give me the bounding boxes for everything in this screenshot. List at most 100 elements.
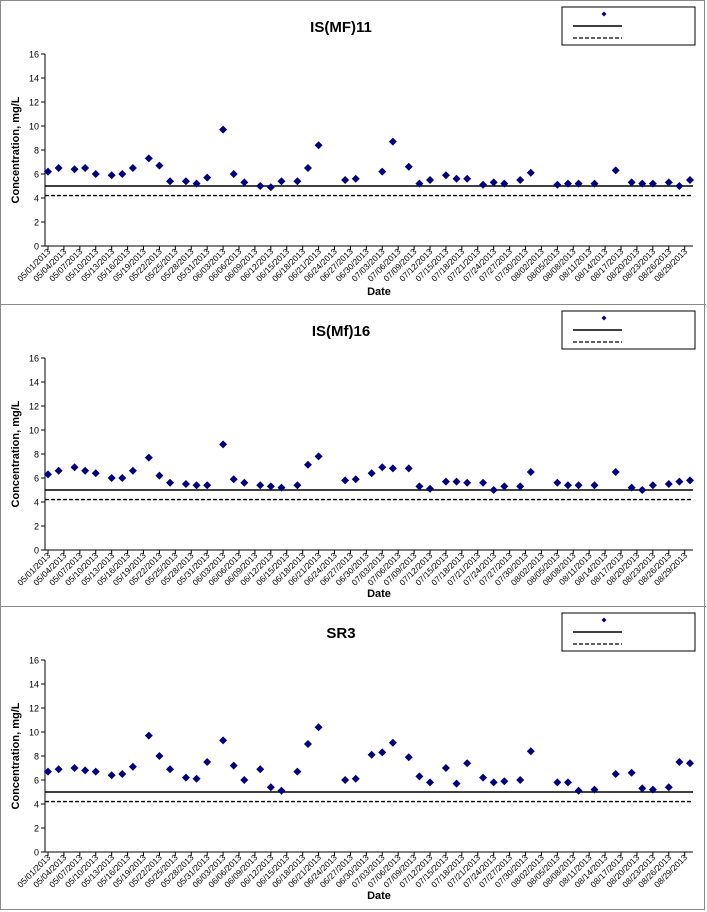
- data-point: [81, 164, 90, 172]
- data-point: [563, 778, 572, 787]
- y-tick-label: 6: [34, 776, 39, 786]
- data-point: [192, 774, 201, 783]
- y-tick-label: 8: [34, 752, 39, 762]
- data-point: [367, 750, 376, 759]
- data-point: [54, 765, 63, 774]
- chart-panel: IS(MF)11 0 2 4 6 8 10 12 14 16 Concentration, mg/L…: [1, 1, 706, 305]
- data-point: [489, 486, 498, 494]
- data-point: [611, 770, 620, 778]
- data-point: [293, 481, 302, 490]
- data-point: [388, 137, 397, 146]
- data-point: [351, 774, 360, 783]
- y-tick-label: 6: [34, 170, 39, 180]
- data-point: [91, 469, 100, 478]
- data-point: [516, 482, 525, 491]
- y-tick-label: 0: [34, 242, 39, 252]
- data-point: [203, 481, 212, 490]
- data-point: [479, 180, 488, 189]
- data-point: [463, 174, 472, 183]
- data-point: [415, 482, 424, 491]
- data-point: [479, 773, 488, 782]
- chart-svg: IS(Mf)16 0 2 4 6 8 10 12 14 16 Concentration, mg/L…: [10, 310, 696, 600]
- data-point: [675, 758, 684, 766]
- data-point: [166, 765, 175, 774]
- data-point: [219, 125, 228, 134]
- data-point: [54, 466, 63, 475]
- data-point: [341, 476, 350, 485]
- data-point: [378, 463, 387, 472]
- chart-panel: SR3 0 2 4 6 8 10 12 14 16 Concentration, mg/L 05/01…: [1, 607, 706, 909]
- data-point: [155, 752, 164, 760]
- data-point: [70, 165, 79, 174]
- data-point: [219, 736, 228, 745]
- data-point: [675, 477, 684, 486]
- data-point: [81, 766, 90, 775]
- data-point: [166, 478, 175, 487]
- data-point: [686, 759, 694, 768]
- data-point: [256, 481, 265, 490]
- data-point: [277, 177, 286, 186]
- data-point: [489, 178, 498, 187]
- data-point: [553, 778, 562, 787]
- data-point: [686, 476, 694, 485]
- legend-marker-diamond: [601, 11, 607, 17]
- data-point: [181, 480, 190, 488]
- data-point: [388, 464, 397, 473]
- y-tick-label: 12: [29, 704, 39, 714]
- data-point: [118, 770, 127, 778]
- data-point: [611, 166, 620, 175]
- legend: [561, 612, 696, 652]
- data-point: [648, 179, 657, 188]
- data-point: [314, 723, 323, 732]
- data-point: [229, 170, 238, 178]
- data-point: [91, 767, 100, 776]
- data-point: [563, 481, 572, 490]
- data-point: [526, 747, 535, 756]
- x-axis-label: Date: [367, 588, 391, 600]
- chart-title: IS(Mf)16: [312, 323, 370, 340]
- data-point: [166, 177, 175, 186]
- data-point: [144, 154, 153, 163]
- data-point: [155, 471, 164, 480]
- data-point: [44, 167, 52, 176]
- data-point: [611, 468, 620, 476]
- data-point: [118, 474, 127, 482]
- data-point: [107, 474, 116, 482]
- data-point: [181, 177, 190, 186]
- y-axis-label: Concentration, mg/L: [10, 96, 22, 203]
- data-point: [367, 469, 376, 478]
- y-tick-label: 14: [29, 378, 39, 388]
- data-point: [675, 182, 684, 190]
- y-tick-label: 6: [34, 474, 39, 484]
- data-point: [144, 731, 153, 740]
- data-point: [404, 162, 413, 171]
- data-point: [229, 761, 238, 770]
- data-point: [516, 776, 525, 784]
- data-point: [426, 778, 435, 787]
- data-point: [452, 477, 461, 486]
- data-point: [303, 460, 312, 469]
- data-point: [128, 466, 137, 475]
- chart-panel: IS(Mf)16 0 2 4 6 8 10 12 14 16 Concentration, mg/L…: [1, 305, 706, 607]
- y-tick-label: 4: [34, 800, 39, 810]
- legend: [561, 310, 696, 350]
- data-point: [648, 481, 657, 490]
- legend-marker-diamond: [601, 617, 607, 623]
- data-point: [489, 778, 498, 787]
- y-tick-label: 0: [34, 848, 39, 858]
- data-point: [293, 767, 302, 776]
- data-point: [81, 466, 90, 475]
- data-point: [303, 740, 312, 748]
- data-point: [638, 179, 647, 188]
- y-tick-label: 10: [29, 728, 39, 738]
- y-tick-label: 16: [29, 50, 39, 60]
- data-point: [70, 463, 79, 472]
- data-point: [54, 164, 63, 172]
- data-point: [404, 753, 413, 762]
- data-point: [181, 773, 190, 782]
- data-point: [441, 477, 450, 486]
- data-point: [452, 779, 461, 788]
- data-point: [256, 765, 265, 774]
- data-point: [441, 171, 450, 180]
- data-point: [44, 767, 52, 776]
